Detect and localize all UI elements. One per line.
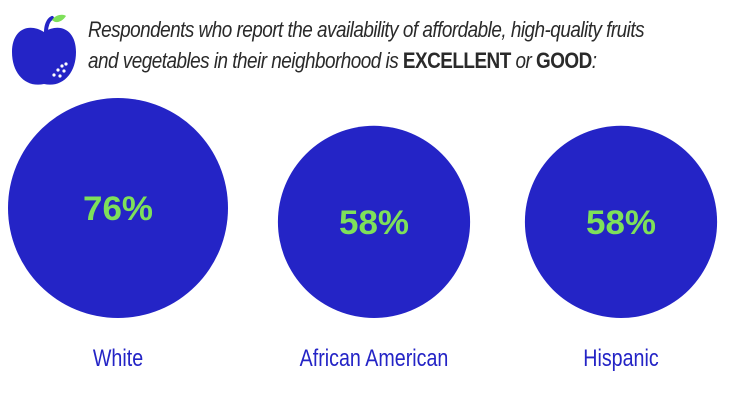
category-label: Hispanic <box>583 344 658 371</box>
title-emphasis-good: GOOD <box>536 48 592 73</box>
data-label: 76% <box>83 190 153 228</box>
category-label: White <box>93 344 143 371</box>
title-emphasis-excellent: EXCELLENT <box>402 48 511 73</box>
title-text: and vegetables in their neighborhood is <box>88 48 403 73</box>
title-line-2: and vegetables in their neighborhood is … <box>88 45 656 76</box>
title-text: : <box>591 48 597 73</box>
bubble-african-american <box>277 125 471 318</box>
title-text: or <box>510 48 537 73</box>
data-label: 58% <box>339 204 409 242</box>
data-label: 58% <box>586 204 656 242</box>
category-label: African American <box>300 344 449 371</box>
apple-icon <box>12 14 76 85</box>
bubble-white <box>8 98 228 318</box>
chart-title: Respondents who report the availability … <box>88 14 656 76</box>
title-line-1: Respondents who report the availability … <box>88 17 645 42</box>
bubble-hispanic <box>524 125 718 318</box>
